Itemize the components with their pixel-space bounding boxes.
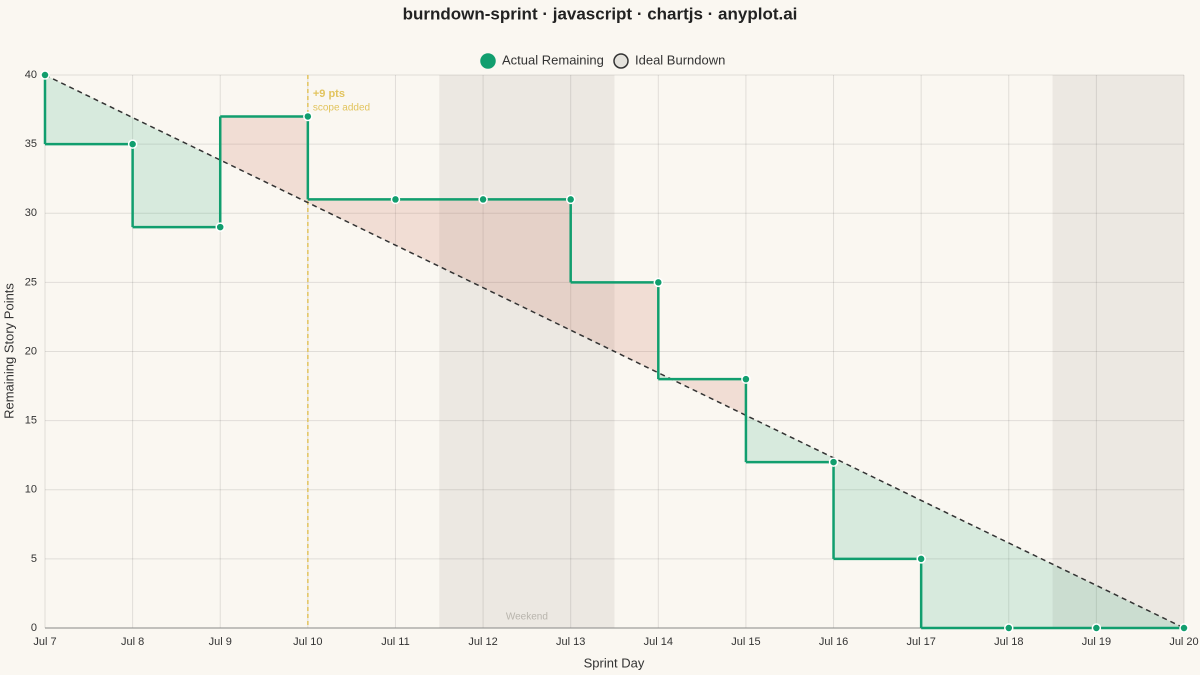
x-axis-label: Sprint Day (584, 655, 645, 670)
x-tick-label: Jul 15 (731, 636, 760, 648)
x-tick-label: Jul 16 (819, 636, 848, 648)
y-tick-label: 0 (31, 622, 37, 634)
data-point (565, 194, 576, 205)
data-point (40, 70, 50, 80)
data-point (127, 139, 138, 149)
x-tick-label: Jul 20 (1169, 636, 1198, 648)
y-tick-label: 20 (25, 345, 37, 357)
y-tick-label: 35 (25, 138, 37, 150)
data-point (741, 374, 751, 384)
y-tick-label: 5 (31, 553, 37, 565)
legend-swatch (480, 53, 496, 69)
y-tick-label: 40 (25, 69, 37, 81)
y-tick-label: 15 (25, 415, 37, 427)
plot-layer: Weekend (40, 70, 1189, 633)
annotation-label: +9 pts (313, 88, 345, 100)
x-tick-label: Jul 7 (33, 636, 56, 648)
data-point (303, 111, 313, 122)
data-point (653, 277, 664, 288)
data-point (1091, 623, 1102, 633)
data-point (1179, 623, 1189, 633)
x-tick-label: Jul 10 (293, 636, 322, 648)
x-tick-label: Jul 19 (1082, 636, 1111, 648)
y-axis-label: Remaining Story Points (1, 283, 16, 419)
x-tick-label: Jul 11 (381, 636, 410, 648)
x-tick-label: Jul 18 (994, 636, 1023, 648)
annotation-sublabel: scope added (313, 103, 370, 114)
x-tick-label: Jul 13 (556, 636, 585, 648)
x-tick-label: Jul 14 (644, 636, 673, 648)
x-tick-label: Jul 9 (209, 636, 232, 648)
chart-title: burndown-sprint · javascript · chartjs ·… (403, 4, 798, 23)
weekend-label: Weekend (506, 612, 548, 623)
x-tick-label: Jul 12 (468, 636, 497, 648)
legend-label: Actual Remaining (502, 52, 604, 67)
y-tick-label: 25 (25, 276, 37, 288)
x-tick-label: Jul 17 (906, 636, 935, 648)
y-tick-label: 30 (25, 207, 37, 219)
data-point (828, 457, 839, 467)
x-tick-label: Jul 8 (121, 636, 144, 648)
data-point (215, 222, 225, 232)
data-point (478, 194, 488, 205)
data-point (916, 554, 926, 564)
data-point (390, 194, 401, 205)
data-point (1004, 623, 1014, 633)
weekend-band (439, 75, 615, 628)
ideal-line (44, 74, 1185, 629)
weekend-band (1052, 75, 1184, 628)
y-tick-label: 10 (25, 484, 37, 496)
legend-swatch (613, 53, 629, 69)
legend-label: Ideal Burndown (635, 52, 725, 67)
